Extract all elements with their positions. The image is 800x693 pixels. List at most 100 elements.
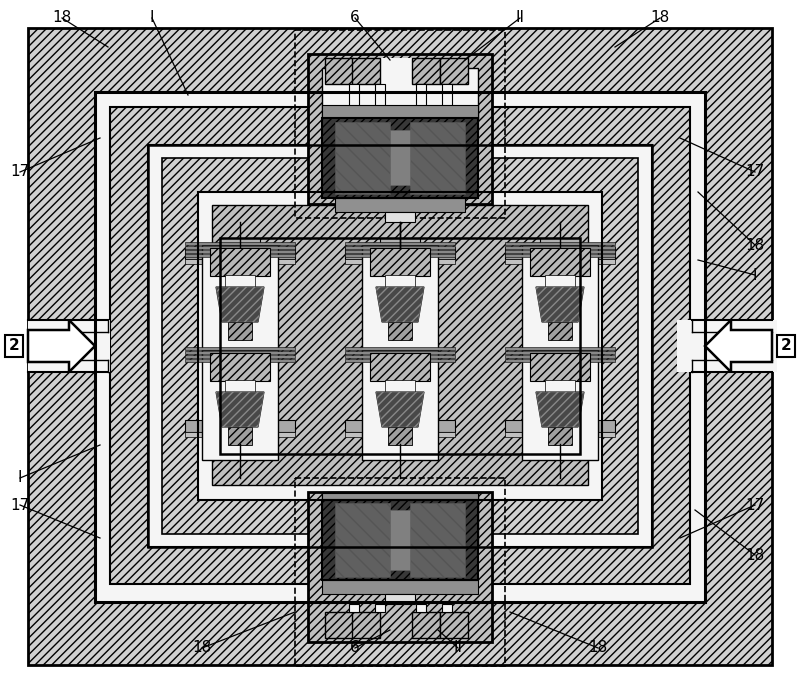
Bar: [530, 353, 590, 381]
Bar: [540, 238, 580, 248]
Bar: [548, 322, 572, 340]
Bar: [388, 427, 412, 445]
Polygon shape: [216, 392, 264, 427]
Text: 18: 18: [588, 640, 608, 656]
Bar: [95, 92, 705, 602]
Bar: [322, 68, 478, 120]
Bar: [308, 54, 492, 204]
Bar: [442, 84, 452, 106]
Bar: [505, 359, 615, 362]
Bar: [185, 420, 295, 432]
Text: II: II: [515, 10, 525, 26]
Bar: [185, 250, 295, 253]
Text: 2: 2: [9, 338, 19, 353]
Bar: [505, 347, 615, 350]
Bar: [390, 510, 410, 570]
Bar: [380, 238, 420, 248]
Bar: [385, 275, 415, 287]
Bar: [677, 320, 777, 372]
Bar: [210, 353, 270, 381]
Text: 18: 18: [746, 547, 765, 563]
Text: I: I: [18, 471, 22, 486]
Bar: [185, 347, 295, 350]
Polygon shape: [216, 392, 264, 427]
Bar: [110, 107, 690, 584]
Bar: [335, 503, 390, 577]
Polygon shape: [376, 287, 424, 322]
Text: 18: 18: [52, 10, 72, 26]
Text: 17: 17: [10, 498, 30, 513]
Bar: [352, 58, 380, 84]
Bar: [95, 92, 705, 602]
Bar: [349, 604, 359, 612]
Bar: [185, 355, 295, 358]
Bar: [345, 259, 455, 264]
Bar: [416, 604, 426, 612]
Bar: [220, 434, 260, 444]
Text: 2: 2: [781, 338, 791, 353]
Bar: [185, 351, 295, 354]
Bar: [385, 380, 415, 392]
Bar: [202, 245, 278, 355]
Bar: [505, 355, 615, 358]
Bar: [540, 434, 580, 444]
Bar: [185, 247, 295, 259]
Bar: [198, 192, 602, 500]
Bar: [505, 420, 615, 432]
Bar: [412, 58, 440, 84]
Bar: [505, 351, 615, 354]
Bar: [505, 254, 615, 257]
Bar: [210, 248, 270, 276]
Polygon shape: [536, 287, 584, 322]
Bar: [322, 118, 478, 198]
Bar: [505, 246, 615, 249]
Bar: [505, 259, 615, 264]
Bar: [505, 432, 615, 437]
Polygon shape: [376, 287, 424, 322]
Bar: [225, 275, 255, 287]
Bar: [220, 238, 580, 454]
Bar: [162, 158, 638, 534]
Bar: [530, 248, 590, 276]
Bar: [322, 580, 478, 594]
Bar: [390, 130, 410, 185]
Bar: [380, 434, 420, 444]
Bar: [410, 503, 465, 577]
Bar: [545, 380, 575, 392]
Bar: [695, 320, 710, 372]
Bar: [353, 58, 412, 84]
Bar: [345, 254, 455, 257]
Bar: [345, 347, 455, 350]
Bar: [385, 594, 415, 604]
Bar: [345, 420, 455, 432]
Text: 17: 17: [746, 164, 765, 179]
Polygon shape: [216, 287, 264, 322]
Bar: [225, 380, 255, 392]
Bar: [228, 427, 252, 445]
Bar: [416, 84, 426, 106]
Bar: [325, 612, 353, 638]
Bar: [322, 500, 478, 580]
Text: 18: 18: [746, 238, 765, 252]
Bar: [349, 84, 359, 106]
Bar: [345, 242, 455, 245]
Bar: [95, 320, 110, 372]
Text: 17: 17: [10, 164, 30, 179]
Polygon shape: [536, 392, 584, 427]
Bar: [185, 359, 295, 362]
Bar: [412, 612, 440, 638]
Bar: [185, 246, 295, 249]
Bar: [522, 350, 598, 460]
Bar: [410, 122, 465, 194]
Bar: [375, 604, 385, 612]
Bar: [440, 58, 468, 84]
Text: 18: 18: [650, 10, 670, 26]
Bar: [148, 145, 652, 547]
Bar: [375, 84, 385, 106]
Bar: [185, 242, 295, 245]
Bar: [362, 350, 438, 460]
Text: 17: 17: [746, 498, 765, 513]
Bar: [322, 493, 478, 501]
Bar: [325, 58, 353, 84]
Bar: [322, 492, 478, 544]
